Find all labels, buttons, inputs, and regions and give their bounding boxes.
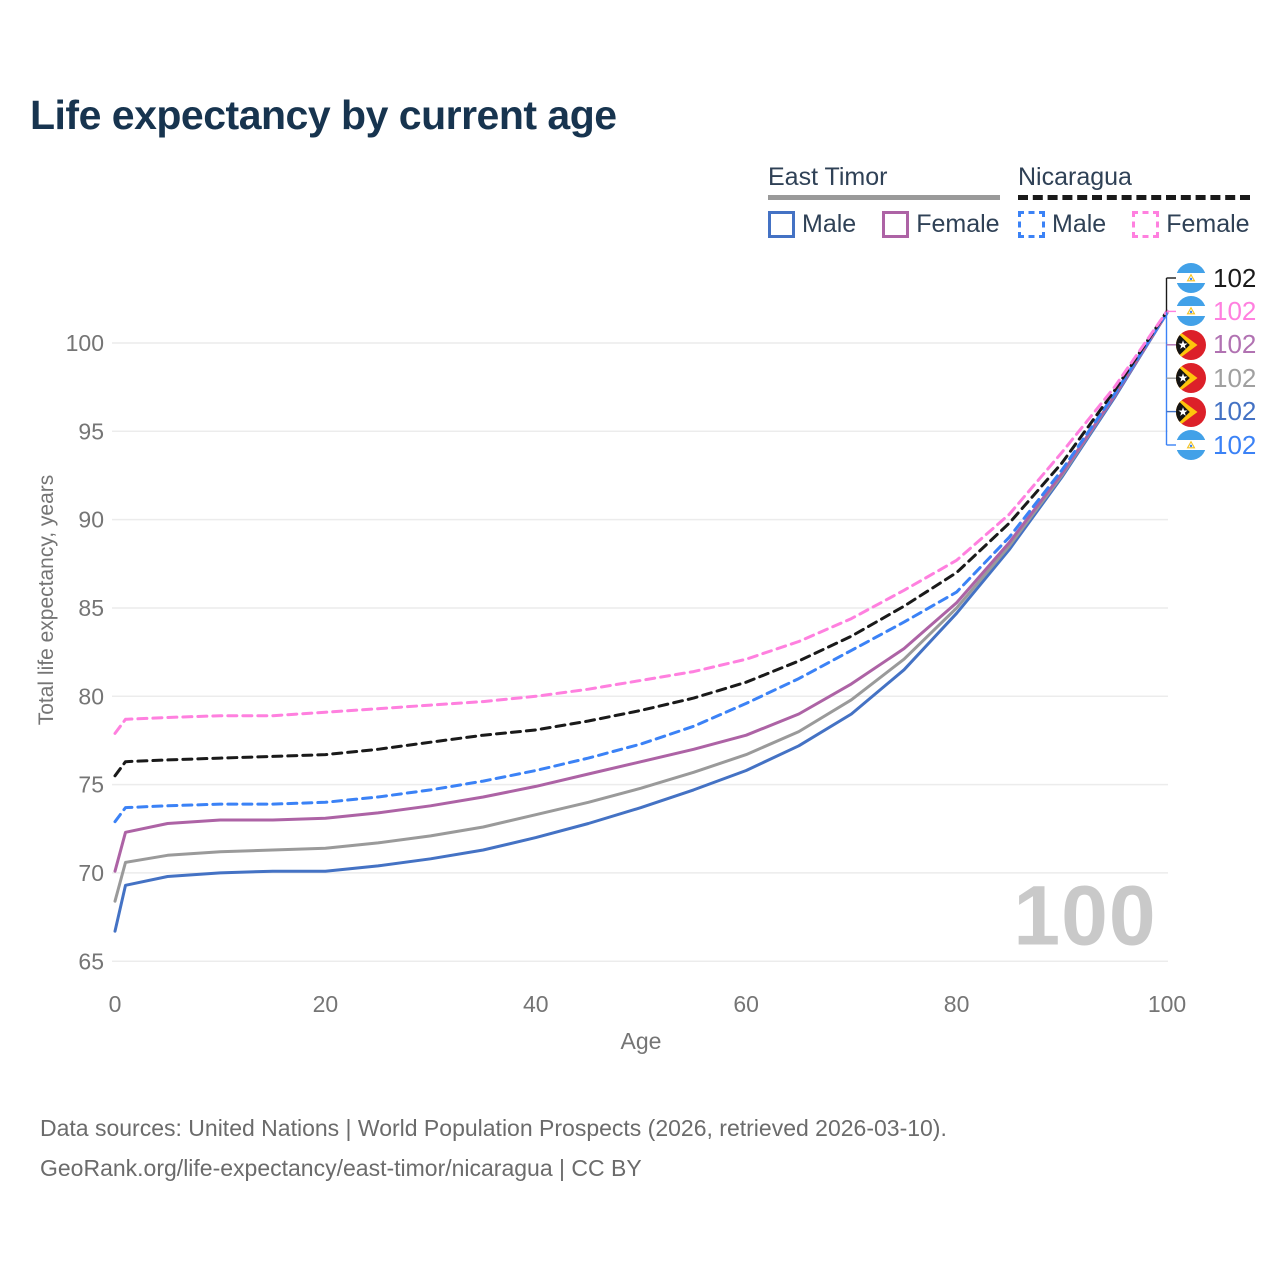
endpoint-value: 102 <box>1213 262 1257 293</box>
endpoint-label-east-timor-male: 102 <box>1176 396 1256 428</box>
legend-group-east-timor: East Timor Male Female <box>768 163 1000 239</box>
endpoint-label-east-timor-female: 102 <box>1176 329 1256 361</box>
legend-item-nicaragua-female[interactable]: Female <box>1132 210 1250 239</box>
legend-item-east-timor-female[interactable]: Female <box>882 210 1000 239</box>
nicaragua-female-swatch-icon <box>1132 211 1160 238</box>
series-line-east-timor-female <box>113 311 1169 873</box>
x-tick-label-100: 100 <box>1148 991 1186 1017</box>
x-tick-label-20: 20 <box>313 991 339 1017</box>
footer: Data sources: United Nations | World Pop… <box>40 1108 947 1188</box>
nicaragua-male-swatch-icon <box>1018 211 1045 238</box>
legend-item-label: Male <box>802 210 857 238</box>
nicaragua-line-style-sample <box>1018 195 1250 200</box>
endpoint-value: 102 <box>1213 362 1257 393</box>
x-tick-label-80: 80 <box>944 991 970 1017</box>
page-title: Life expectancy by current age <box>30 92 617 138</box>
x-axis-title: Age <box>620 1028 662 1054</box>
legend-item-label: Male <box>1052 210 1107 238</box>
endpoint-value: 102 <box>1213 295 1257 326</box>
age-watermark: 100 <box>1013 868 1157 963</box>
y-tick-label-90: 90 <box>78 507 104 533</box>
data-sources-note: Data sources: United Nations | World Pop… <box>40 1115 947 1141</box>
endpoint-value: 102 <box>1213 396 1257 427</box>
y-tick-label-75: 75 <box>78 772 104 798</box>
endpoint-label-nicaragua-total: 102 <box>1176 262 1256 294</box>
series-line-east-timor-both <box>113 311 1169 903</box>
nicaragua-flag-icon <box>1176 296 1206 326</box>
legend-group-title: East Timor <box>768 163 888 191</box>
east-timor-flag-icon <box>1176 363 1206 393</box>
nicaragua-flag-icon <box>1176 430 1206 460</box>
x-tick-label-60: 60 <box>733 991 759 1017</box>
endpoint-value: 102 <box>1213 329 1257 360</box>
legend-item-nicaragua-male[interactable]: Male <box>1018 210 1106 239</box>
x-tick-label-0: 0 <box>109 991 122 1017</box>
endpoint-value: 102 <box>1213 429 1257 460</box>
series-line-nicaragua-female <box>113 309 1169 735</box>
east-timor-line-style-sample <box>768 195 1000 200</box>
y-tick-label-70: 70 <box>78 860 104 886</box>
series-line-nicaragua-male <box>113 311 1169 824</box>
y-tick-label-85: 85 <box>78 595 104 621</box>
east-timor-female-swatch-icon <box>882 211 910 238</box>
legend-item-label: Female <box>1166 210 1250 238</box>
east-timor-flag-icon <box>1176 330 1206 360</box>
east-timor-male-swatch-icon <box>768 211 795 238</box>
nicaragua-flag-icon <box>1176 263 1206 293</box>
y-axis-title: Total life expectancy, years <box>35 474 58 726</box>
legend-item-label: Female <box>916 210 1000 238</box>
endpoint-label-nicaragua-female: 102 <box>1176 295 1256 327</box>
endpoint-label-nicaragua-male: 102 <box>1176 429 1256 461</box>
y-tick-label-65: 65 <box>78 948 104 974</box>
east-timor-flag-icon <box>1176 397 1206 427</box>
endpoint-label-east-timor-total: 102 <box>1176 362 1256 394</box>
legend-item-east-timor-male[interactable]: Male <box>768 210 856 239</box>
x-tick-label-40: 40 <box>523 991 549 1017</box>
legend-group-title: Nicaragua <box>1018 163 1132 191</box>
y-tick-label-100: 100 <box>66 330 104 356</box>
legend-group-nicaragua: Nicaragua Male Female <box>1018 163 1250 239</box>
series-line-nicaragua-both <box>113 309 1169 778</box>
series-line-east-timor-male <box>113 311 1169 933</box>
y-tick-label-95: 95 <box>78 418 104 444</box>
source-url: GeoRank.org/life-expectancy/east-timor/n… <box>40 1155 642 1181</box>
y-tick-label-80: 80 <box>78 683 104 709</box>
